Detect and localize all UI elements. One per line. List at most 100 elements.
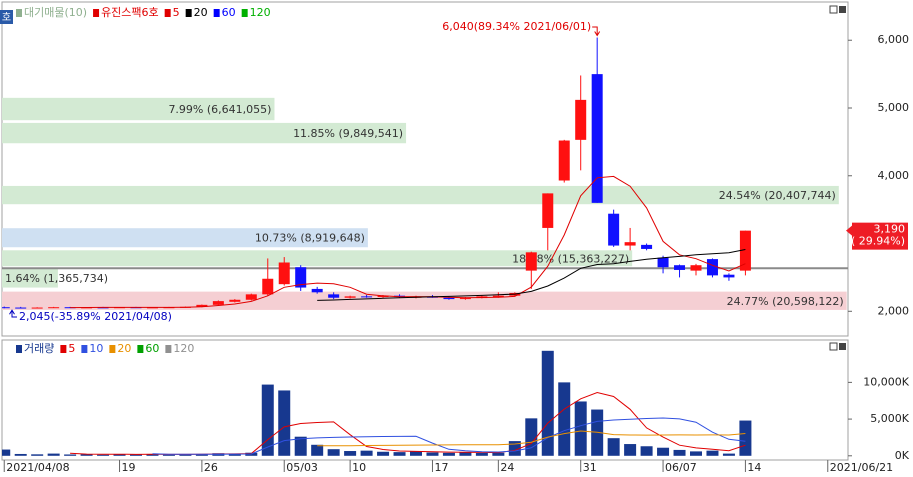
candle-body <box>459 298 471 300</box>
volume-bar <box>31 454 44 456</box>
x-tick-label: 26 <box>204 461 218 474</box>
volume-profile-band <box>2 185 839 205</box>
legend-label: 20 <box>194 6 208 19</box>
volume-bar <box>146 453 159 456</box>
volume-bar <box>261 384 274 456</box>
legend-label: 5 <box>173 6 180 19</box>
volume-bar <box>2 449 11 456</box>
volume-bar <box>360 450 373 456</box>
legend-label: 거래량 <box>24 342 54 355</box>
volume-bar <box>64 454 77 456</box>
candle-body <box>295 267 307 288</box>
volume-bar <box>80 454 93 456</box>
legend-swatch <box>60 345 67 353</box>
y-tick-label: 6,000 <box>878 33 910 46</box>
volume-bar <box>179 454 192 456</box>
candle-body <box>328 294 340 298</box>
candle-body <box>591 74 603 203</box>
panel-button[interactable] <box>829 5 838 14</box>
x-tick-label: 19 <box>122 461 136 474</box>
legend-label: 대기매물(10) <box>24 6 87 19</box>
volume-bar <box>624 444 637 456</box>
volume-bar <box>228 453 241 456</box>
legend-swatch <box>137 345 144 353</box>
legend-label: 120 <box>173 342 194 355</box>
candle-body <box>278 262 290 285</box>
candle-body <box>229 299 241 302</box>
volume-profile-band <box>2 122 407 144</box>
volume-bar <box>508 441 521 456</box>
legend-swatch <box>185 9 192 17</box>
high-arrow <box>592 26 601 37</box>
volume-bar <box>739 420 752 456</box>
panel-button[interactable] <box>839 6 846 13</box>
x-tick-label: 31 <box>583 461 597 474</box>
volume-profile-band <box>2 97 275 121</box>
candle-body <box>542 193 554 228</box>
low-annotation: 2,045(-35.89% 2021/04/08) <box>19 310 172 323</box>
x-tick-label: 2021/06/21 <box>830 461 893 474</box>
panel-button[interactable] <box>829 342 838 351</box>
volume-bar <box>426 452 439 456</box>
candle-body <box>674 265 686 270</box>
legend-swatch <box>241 9 248 17</box>
volume-profile-label: 24.77% (20,598,122) <box>727 295 844 308</box>
legend-label: 5 <box>68 342 75 355</box>
legend-label: 10 <box>89 342 103 355</box>
y-tick-label: 10,000K <box>863 375 909 388</box>
corner-tag: 호 <box>2 12 11 24</box>
volume-bar <box>377 451 390 456</box>
volume-bar <box>722 453 735 456</box>
y-tick-label: 5,000 <box>878 101 910 114</box>
legend-swatch <box>93 9 100 17</box>
candle-body <box>657 257 669 268</box>
legend-swatch <box>165 345 172 353</box>
volume-bar <box>294 436 307 456</box>
last-price-pointer <box>846 225 852 236</box>
volume-bar <box>442 452 455 456</box>
legend-swatch <box>164 9 171 17</box>
volume-profile-label: 10.73% (8,919,648) <box>255 232 365 245</box>
volume-bar <box>327 449 340 456</box>
volume-bar <box>162 454 175 456</box>
volume-profile-band <box>2 228 368 248</box>
volume-profile-band <box>2 250 633 267</box>
volume-bar <box>410 451 422 456</box>
candle-body <box>48 307 60 309</box>
candle-body <box>608 213 620 246</box>
legend-label: 유진스팩6호 <box>101 6 159 19</box>
legend-swatch <box>16 9 22 17</box>
volume-profile-band <box>2 291 847 310</box>
candle-body <box>443 297 455 300</box>
volume-plot <box>2 350 752 456</box>
x-tick-label: 06/07 <box>665 461 697 474</box>
candle-body <box>575 99 587 140</box>
x-tick-label: 14 <box>747 461 761 474</box>
candle-body <box>196 304 208 307</box>
moving-average-line <box>152 417 746 455</box>
volume-bar <box>640 446 653 456</box>
volume-profile-label: 24.54% (20,407,744) <box>719 189 836 202</box>
low-arrow <box>9 309 17 318</box>
candle-body <box>31 307 43 309</box>
volume-panel <box>1 339 849 461</box>
axes: 대기매물(10) 유진스팩6호 5 20 60 120 거래량 5 10 20 60 120 6,040… <box>3 6 910 474</box>
candle-body <box>641 244 653 249</box>
high-annotation: 6,040(89.34% 2021/06/01) <box>442 20 591 33</box>
volume-bar <box>657 447 670 456</box>
corner-tag-box <box>0 10 13 24</box>
price-plot: 7.99% (6,641,055) 11.85% (9,849,541) 24.54… <box>2 37 848 310</box>
candle-body <box>525 252 537 271</box>
volume-bar <box>673 449 686 456</box>
volume-bar <box>14 453 27 456</box>
moving-average-line <box>317 249 746 301</box>
volume-bar <box>541 350 554 456</box>
last-price-box <box>852 222 908 250</box>
panel-button[interactable] <box>839 343 846 350</box>
candle-body <box>739 230 751 271</box>
legend-label: 60 <box>145 342 159 355</box>
y-tick-label: 2,000 <box>878 304 910 317</box>
candle-body <box>624 242 636 246</box>
x-tick-label: 10 <box>352 461 366 474</box>
legend-label: 20 <box>117 342 131 355</box>
